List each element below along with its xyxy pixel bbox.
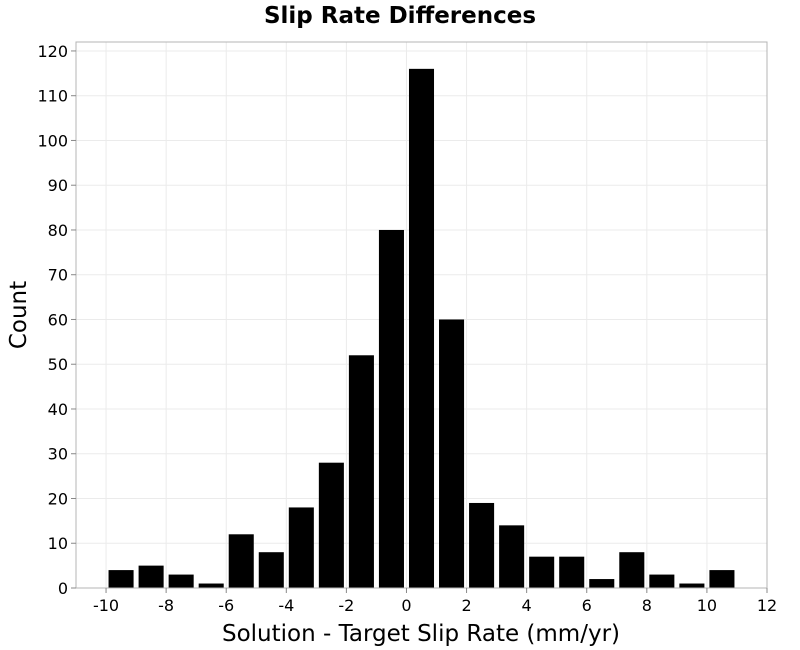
histogram-bar <box>198 583 224 588</box>
x-tick-label: -2 <box>338 596 354 615</box>
histogram-bar <box>228 534 254 588</box>
x-tick-label: -8 <box>158 596 174 615</box>
y-axis-ticks: 0 10 20 30 40 50 60 70 80 90 100 110 120 <box>37 42 76 598</box>
y-axis-label: Count <box>6 281 32 349</box>
x-tick-label: 8 <box>642 596 652 615</box>
histogram-bar <box>318 462 344 588</box>
histogram-bar <box>679 583 705 588</box>
y-tick-label: 40 <box>48 400 68 419</box>
x-tick-label: 10 <box>697 596 717 615</box>
histogram-bar <box>348 355 374 588</box>
x-axis-ticks: -10 -8 -6 -4 -2 0 2 4 6 8 10 12 <box>93 588 777 615</box>
x-axis-label: Solution - Target Slip Rate (mm/yr) <box>222 621 620 647</box>
x-tick-label: -4 <box>278 596 294 615</box>
y-tick-label: 20 <box>48 489 68 508</box>
histogram-bar <box>408 68 435 588</box>
x-tick-label: 4 <box>522 596 532 615</box>
histogram-bar <box>499 525 525 588</box>
y-tick-label: 80 <box>48 221 68 240</box>
histogram-bar <box>258 552 284 588</box>
histogram-bar <box>439 319 465 588</box>
histogram-bar <box>138 565 164 588</box>
y-tick-label: 110 <box>37 87 68 106</box>
histogram-bar <box>649 574 675 588</box>
plot-frame <box>75 41 768 589</box>
histogram-bar <box>469 502 495 588</box>
y-tick-label: 70 <box>48 266 68 285</box>
histogram-bar <box>619 552 645 588</box>
histogram-bar <box>108 570 134 588</box>
x-tick-label: -10 <box>93 596 119 615</box>
histogram-bars <box>108 68 735 588</box>
y-tick-label: 50 <box>48 355 68 374</box>
x-tick-label: 0 <box>401 596 411 615</box>
y-tick-label: 30 <box>48 445 68 464</box>
x-tick-label: 6 <box>582 596 592 615</box>
x-tick-label: 2 <box>461 596 471 615</box>
y-tick-label: 10 <box>48 534 68 553</box>
y-tick-label: 120 <box>37 42 68 61</box>
histogram-bar <box>378 229 404 588</box>
y-tick-label: 60 <box>48 310 68 329</box>
x-tick-label: 12 <box>757 596 777 615</box>
x-tick-label: -6 <box>218 596 234 615</box>
histogram-bar <box>288 507 314 588</box>
y-tick-label: 0 <box>58 579 68 598</box>
y-tick-label: 100 <box>37 131 68 150</box>
chart-title: Slip Rate Differences <box>264 3 536 29</box>
histogram-bar <box>529 556 555 588</box>
histogram-bar <box>589 579 615 588</box>
histogram-bar <box>168 574 194 588</box>
histogram-bar <box>709 570 735 588</box>
histogram-bar <box>559 556 585 588</box>
y-tick-label: 90 <box>48 176 68 195</box>
